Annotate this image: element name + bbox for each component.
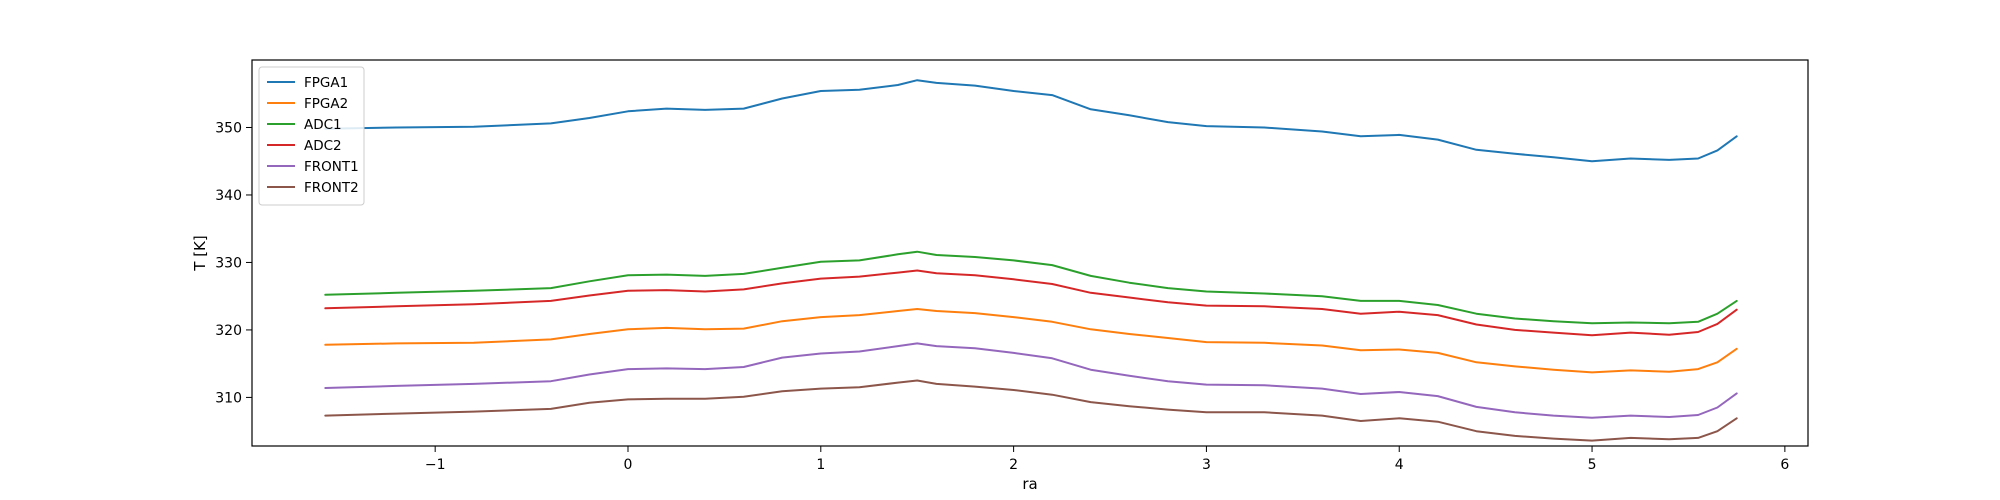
legend-label-fpga1: FPGA1 bbox=[304, 75, 348, 91]
series-line-adc2 bbox=[324, 269, 1738, 337]
x-axis: −1 0 1 2 3 4 5 6 bbox=[425, 446, 1789, 473]
x-tick-label: −1 bbox=[425, 457, 446, 473]
series-line-fpga2 bbox=[324, 308, 1738, 374]
y-tick-label: 320 bbox=[215, 323, 242, 339]
legend-label-adc2: ADC2 bbox=[304, 138, 342, 154]
x-tick-label: 4 bbox=[1395, 457, 1404, 473]
series-line-adc1 bbox=[324, 250, 1738, 325]
x-tick-label: 0 bbox=[624, 457, 633, 473]
x-tick-label: 5 bbox=[1588, 457, 1597, 473]
legend: FPGA1 FPGA2 ADC1 ADC2 FRONT1 FRONT2 bbox=[258, 66, 365, 206]
series-line-front2 bbox=[324, 379, 1738, 442]
x-tick-label: 3 bbox=[1202, 457, 1211, 473]
series-line-front1 bbox=[324, 342, 1738, 419]
legend-box bbox=[258, 66, 365, 206]
y-tick-label: 330 bbox=[215, 255, 242, 271]
x-tick-label: 2 bbox=[1009, 457, 1018, 473]
y-tick-label: 350 bbox=[215, 120, 242, 136]
series-layer bbox=[324, 79, 1738, 442]
legend-label-fpga2: FPGA2 bbox=[304, 96, 348, 112]
y-tick-label: 340 bbox=[215, 188, 242, 204]
series-line-fpga1 bbox=[324, 79, 1738, 163]
legend-label-front1: FRONT1 bbox=[304, 159, 359, 175]
y-axis: 310 320 330 340 350 bbox=[215, 120, 252, 406]
x-tick-label: 6 bbox=[1780, 457, 1789, 473]
plot-area bbox=[252, 60, 1808, 446]
axes-frame bbox=[251, 59, 1809, 447]
y-axis-label: T [K] bbox=[191, 235, 209, 271]
legend-label-front2: FRONT2 bbox=[304, 180, 359, 196]
legend-label-adc1: ADC1 bbox=[304, 117, 342, 133]
x-axis-label: ra bbox=[1022, 475, 1037, 493]
y-tick-label: 310 bbox=[215, 390, 242, 406]
x-tick-label: 1 bbox=[816, 457, 825, 473]
